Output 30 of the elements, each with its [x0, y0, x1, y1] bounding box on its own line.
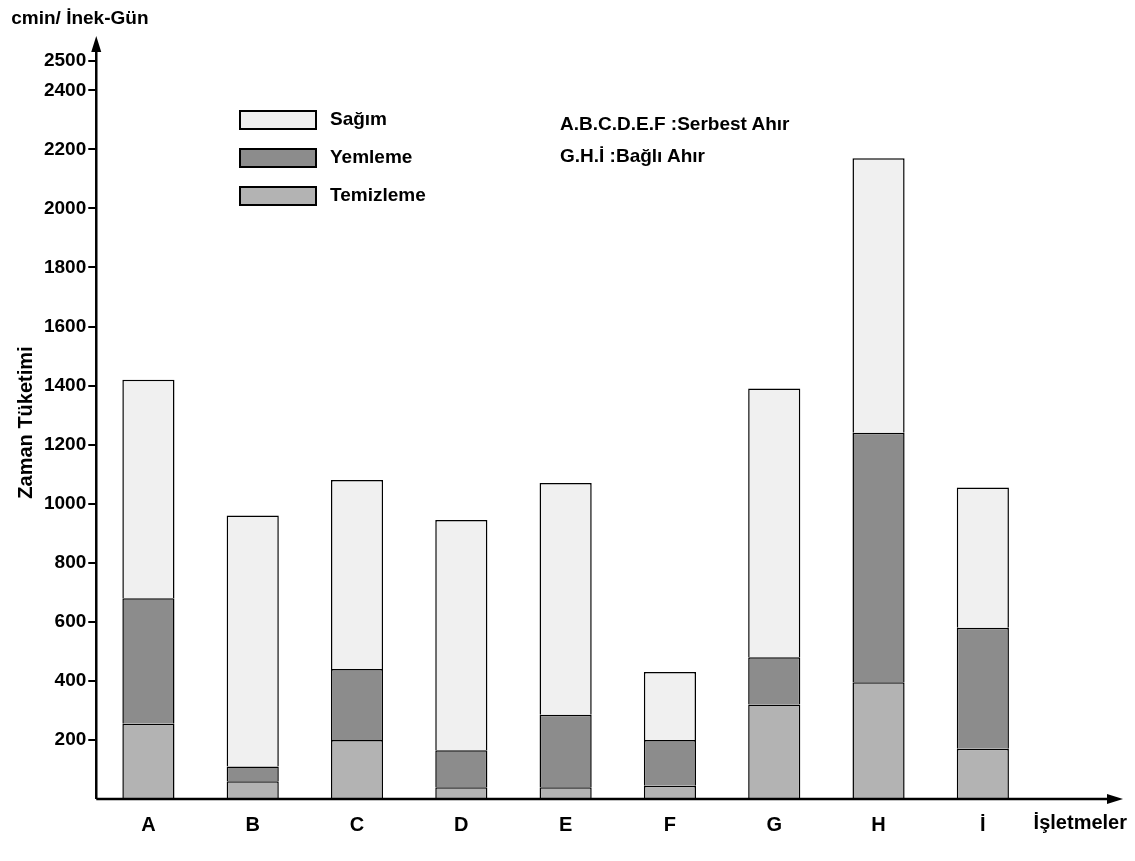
annotation: A.B.C.D.E.F :Serbest Ahır	[560, 113, 791, 135]
y-tick-label: 1800	[43, 255, 87, 277]
y-tick-label: 2200	[43, 137, 87, 159]
y-tick-label: 200	[54, 728, 87, 750]
y-axis-title: Zaman Tüketimi	[13, 346, 36, 499]
y-tick-label: 800	[54, 551, 87, 572]
x-tick-label: F	[663, 812, 677, 835]
x-tick-label: G	[766, 812, 783, 835]
x-tick-label: A	[141, 812, 156, 835]
x-tick-label: H	[871, 812, 886, 835]
annotation: G.H.İ :Bağlı Ahır	[560, 145, 706, 167]
y-tick-label: 2500	[43, 49, 87, 70]
y-tick-label: 1600	[43, 314, 87, 336]
y-tick-label: 1400	[43, 373, 87, 395]
y-tick-label: 2400	[43, 78, 87, 100]
legend-label: Sağım	[330, 108, 388, 130]
text: cmin/ İnek-Gün	[11, 7, 149, 28]
x-tick-label: C	[349, 812, 365, 835]
y-tick-label: 1200	[43, 432, 87, 454]
y-tick-label: 2000	[43, 196, 87, 218]
y-tick-label: 400	[54, 669, 87, 691]
y-tick-label: 600	[54, 610, 87, 632]
y-tick-label: 1000	[43, 491, 87, 513]
x-tick-label: İ	[980, 812, 986, 835]
legend-label: Temizleme	[330, 184, 426, 206]
x-tick-label: B	[245, 812, 260, 835]
legend-label: Yemleme	[330, 146, 413, 168]
x-axis-title: İşletmeler	[1033, 810, 1128, 833]
x-tick-label: E	[558, 812, 573, 835]
x-tick-label: D	[454, 812, 469, 835]
